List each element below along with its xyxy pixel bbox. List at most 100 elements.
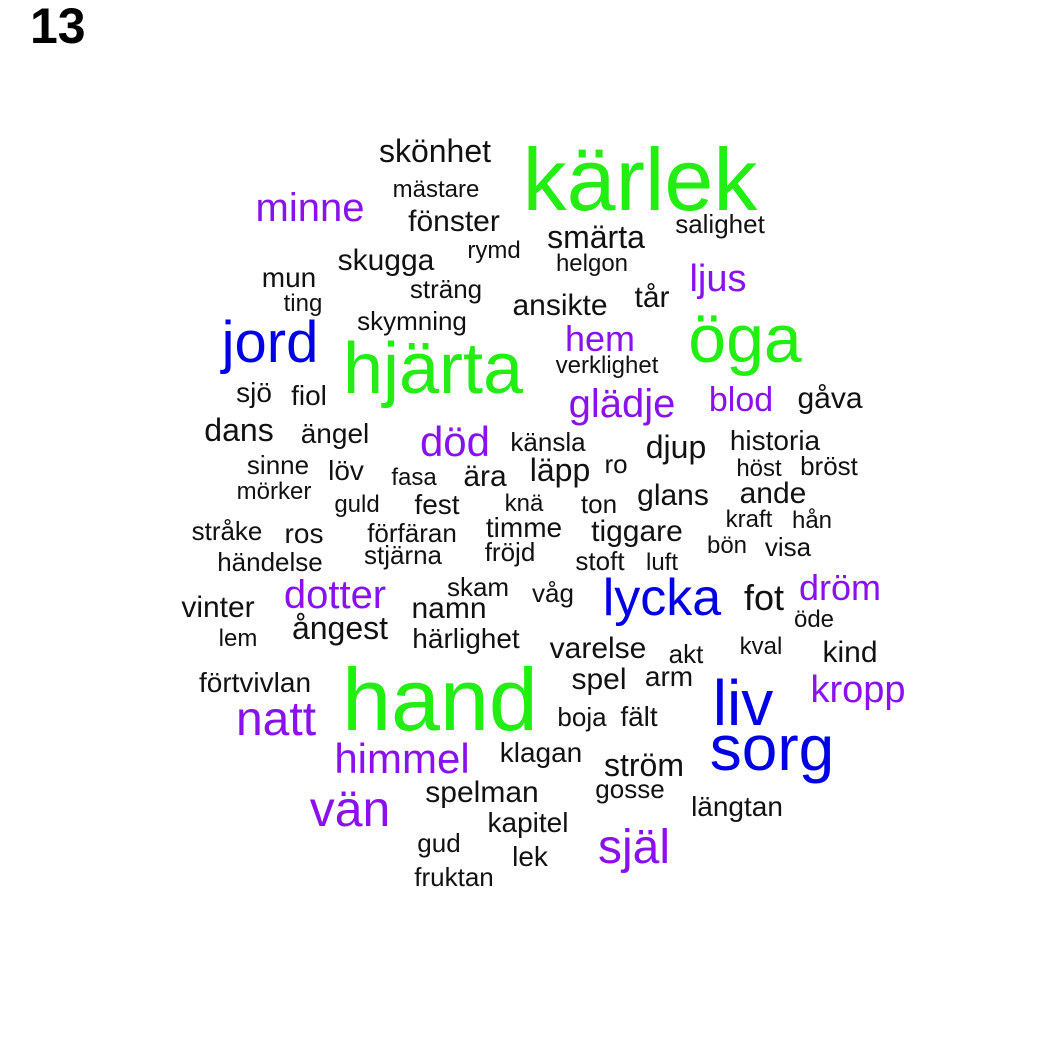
word-öga: öga [688,301,802,377]
word-gud: gud [417,828,460,858]
word-ros: ros [285,518,324,549]
word-fest: fest [414,489,459,520]
word-kval: kval [740,633,783,660]
word-förtvivlan: förtvivlan [199,667,311,698]
word-död: död [420,418,490,465]
word-höst: höst [736,455,782,482]
word-ångest: ångest [292,610,388,646]
word-rymd: rymd [467,237,520,264]
word-förfäran: förfäran [367,518,457,548]
word-blod: blod [709,381,773,419]
word-klagan: klagan [500,737,583,768]
word-händelse: händelse [217,547,323,577]
word-liv: liv [713,667,773,739]
word-känsla: känsla [510,427,586,457]
word-ton: ton [581,489,617,519]
word-stjärna: stjärna [364,540,443,570]
word-ström: ström [604,747,684,783]
word-ande: ande [740,477,807,510]
word-sträng: sträng [410,274,482,304]
word-minne: minne [256,186,365,230]
word-boja: boja [557,702,607,732]
word-skam: skam [447,572,509,602]
word-ro: ro [604,449,627,479]
word-gosse: gosse [595,774,664,804]
word-våg: våg [532,578,574,608]
word-mörker: mörker [237,478,312,505]
word-härlighet: härlighet [412,623,520,654]
word-spelman: spelman [425,776,538,809]
word-kind: kind [822,636,877,669]
word-fönster: fönster [408,205,500,238]
word-sorg: sorg [710,712,835,784]
word-namn: namn [411,592,486,625]
word-tår: tår [634,281,669,314]
word-sjö: sjö [236,377,272,408]
word-verklighet: verklighet [556,352,659,379]
word-tiggare: tiggare [591,515,683,548]
word-längtan: längtan [691,791,783,822]
word-mästare: mästare [393,176,480,203]
word-sinne: sinne [247,450,309,480]
word-dröm: dröm [799,567,881,608]
word-löv: löv [328,455,364,486]
word-vinter: vinter [181,591,254,624]
word-helgon: helgon [556,250,628,277]
word-guld: guld [334,491,379,518]
word-ära: ära [463,460,507,493]
word-natt: natt [236,693,316,746]
word-stråke: stråke [192,516,263,546]
word-lek: lek [512,841,549,872]
word-spel: spel [571,663,626,696]
word-lycka: lycka [603,569,722,627]
word-dans: dans [204,412,273,448]
panel-number: 13 [30,0,86,54]
word-bön: bön [707,532,747,559]
word-fröjd: fröjd [485,537,536,567]
word-arm: arm [645,661,693,692]
word-dotter: dotter [284,573,386,617]
word-hem: hem [565,318,635,359]
word-gåva: gåva [797,382,862,415]
word-fot: fot [744,577,784,618]
word-läpp: läpp [530,452,591,488]
word-timme: timme [486,512,562,543]
word-glans: glans [637,479,709,512]
word-djup: djup [646,429,707,465]
word-öde: öde [794,606,834,633]
word-akt: akt [669,639,704,669]
word-skugga: skugga [338,244,435,277]
word-ting: ting [284,290,323,317]
word-himmel: himmel [334,735,469,782]
word-historia: historia [730,425,821,456]
word-salighet: salighet [675,209,765,239]
word-stoft: stoft [575,546,625,576]
word-skönhet: skönhet [379,133,491,169]
word-luft: luft [646,549,678,576]
word-mun: mun [262,262,316,293]
word-visa: visa [765,532,812,562]
word-fruktan: fruktan [414,862,494,892]
word-smärta: smärta [547,219,645,255]
word-kapitel: kapitel [488,807,569,838]
word-hjärta: hjärta [343,329,524,409]
word-kraft: kraft [726,506,773,533]
word-glädje: glädje [569,382,676,426]
word-fiol: fiol [291,380,327,411]
word-skymning: skymning [357,306,467,336]
word-hand: hand [342,650,538,749]
word-jord: jord [220,310,319,375]
word-kärlek: kärlek [523,130,759,229]
word-fasa: fasa [391,464,437,491]
word-vän: vän [310,781,391,837]
word-lem: lem [219,625,258,652]
word-kropp: kropp [810,669,905,711]
word-ljus: ljus [689,258,746,300]
word-fält: fält [620,701,658,732]
word-själ: själ [598,821,670,874]
word-hån: hån [792,507,832,534]
word-ängel: ängel [301,418,370,449]
word-varelse: varelse [550,632,647,665]
word-ansikte: ansikte [512,289,607,322]
